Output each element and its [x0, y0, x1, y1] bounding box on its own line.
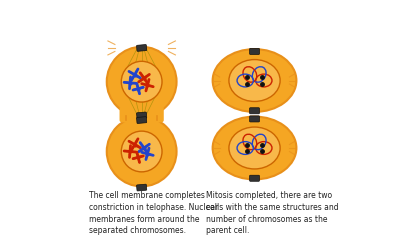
FancyBboxPatch shape: [136, 45, 146, 51]
FancyBboxPatch shape: [119, 106, 163, 122]
FancyBboxPatch shape: [249, 49, 259, 54]
Ellipse shape: [212, 49, 296, 112]
Ellipse shape: [228, 127, 279, 169]
Text: Mitosis completed, there are two
cells with the same structures and
number of ch: Mitosis completed, there are two cells w…: [205, 191, 337, 235]
Ellipse shape: [121, 61, 162, 102]
FancyBboxPatch shape: [249, 116, 259, 122]
FancyBboxPatch shape: [249, 175, 259, 181]
Ellipse shape: [228, 60, 279, 101]
FancyBboxPatch shape: [136, 184, 146, 191]
Ellipse shape: [121, 131, 162, 172]
Ellipse shape: [212, 117, 296, 179]
Ellipse shape: [107, 47, 176, 117]
FancyBboxPatch shape: [136, 117, 146, 123]
Text: The cell membrane completes
constriction in telophase. Nuclear
membranes form ar: The cell membrane completes constriction…: [89, 191, 218, 235]
Ellipse shape: [107, 117, 176, 186]
FancyBboxPatch shape: [136, 112, 146, 119]
FancyBboxPatch shape: [249, 108, 259, 114]
